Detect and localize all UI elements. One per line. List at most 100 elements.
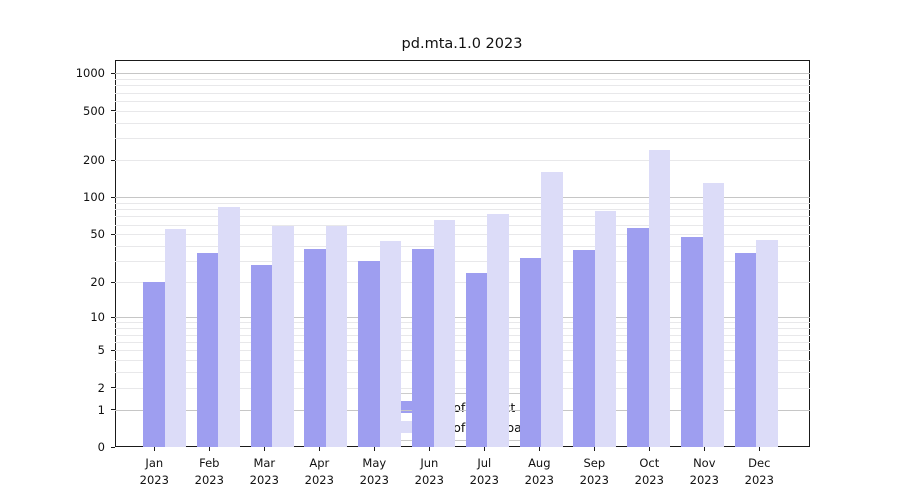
x-tick-label-aug: Aug 2023	[524, 456, 554, 488]
y-tick-label-50: 50	[90, 227, 105, 242]
x-tick-mar	[263, 447, 265, 451]
x-tick-label-mar: Mar 2023	[249, 456, 279, 488]
bar-jul-distinct-ips	[465, 272, 488, 447]
y-tick-label-10: 10	[90, 310, 105, 325]
bar-mar-downloads	[272, 226, 294, 447]
chart-title: pd.mta.1.0 2023	[401, 36, 523, 52]
bar-dec-distinct-ips	[734, 253, 757, 447]
y-tick-label-0: 0	[97, 440, 105, 454]
y-tick-label-200: 200	[83, 153, 105, 168]
x-tick-label-sep: Sep 2023	[579, 456, 609, 488]
bar-may-downloads	[379, 241, 402, 447]
bar-sep-distinct-ips	[573, 250, 595, 447]
gridline-minor-5	[115, 350, 810, 352]
y-tick-2	[110, 387, 115, 389]
x-tick-label-dec: Dec 2023	[744, 456, 774, 488]
gridline-minor-800	[115, 85, 810, 87]
x-tick-jun	[428, 447, 430, 451]
gridline-minor-4	[115, 359, 810, 361]
bar-dec-downloads	[756, 239, 778, 447]
x-tick-aug	[538, 447, 540, 451]
x-tick-label-apr: Apr 2023	[304, 456, 334, 488]
bar-jun-distinct-ips	[412, 248, 434, 447]
y-tick-label-1: 1	[97, 402, 105, 417]
x-tick-label-oct: Oct 2023	[634, 456, 664, 488]
gridline-minor-7	[115, 334, 810, 336]
bar-may-distinct-ips	[358, 261, 380, 447]
gridline-minor-2	[115, 387, 810, 389]
bar-jun-downloads	[433, 220, 455, 447]
gridline-minor-8	[115, 328, 810, 330]
bar-jan-distinct-ips	[143, 282, 165, 447]
y-tick-1000	[110, 72, 115, 74]
gridline-minor-70	[115, 216, 810, 218]
gridline-minor-200	[115, 160, 810, 162]
x-tick-sep	[593, 447, 595, 451]
y-tick-label-1000: 1000	[75, 66, 105, 81]
gridline-minor-300	[115, 138, 810, 140]
bar-aug-distinct-ips	[519, 257, 542, 447]
gridline-minor-700	[115, 92, 810, 94]
x-tick-nov	[703, 447, 705, 451]
gridline-minor-50	[115, 234, 810, 236]
bar-sep-downloads	[594, 211, 617, 447]
gridline-minor-30	[115, 261, 810, 263]
x-tick-apr	[318, 447, 320, 451]
y-tick-200	[110, 159, 115, 161]
y-tick-5	[110, 349, 115, 351]
bar-feb-downloads	[218, 207, 240, 447]
bar-jan-downloads	[164, 229, 186, 447]
y-tick-100	[110, 196, 115, 198]
x-tick-label-feb: Feb 2023	[194, 456, 224, 488]
x-tick-jul	[483, 447, 485, 451]
x-tick-feb	[208, 447, 210, 451]
gridline-minor-6	[115, 341, 810, 343]
x-tick-label-jun: Jun 2023	[414, 456, 444, 488]
gridline-major-1	[115, 409, 810, 411]
gridline-minor-60	[115, 224, 810, 226]
plot-area	[115, 59, 810, 447]
gridline-minor-80	[115, 209, 810, 211]
y-tick-label-20: 20	[90, 275, 105, 290]
x-tick-jan	[153, 447, 155, 451]
gridline-minor-500	[115, 110, 810, 112]
bar-aug-downloads	[541, 172, 563, 447]
x-tick-dec	[758, 447, 760, 451]
y-tick-label-500: 500	[83, 103, 105, 118]
y-tick-10	[110, 316, 115, 318]
bar-feb-distinct-ips	[196, 253, 219, 447]
y-tick-500	[110, 110, 115, 112]
bar-jul-downloads	[487, 214, 509, 447]
gridlines	[115, 60, 810, 448]
gridline-major-10	[115, 317, 810, 319]
bar-apr-downloads	[325, 225, 348, 447]
y-tick-1	[110, 409, 115, 411]
x-tick-may	[373, 447, 375, 451]
gridline-minor-20	[115, 282, 810, 284]
y-tick-20	[110, 281, 115, 283]
y-tick-50	[110, 233, 115, 235]
x-tick-label-nov: Nov 2023	[689, 456, 719, 488]
gridline-minor-90	[115, 203, 810, 204]
bar-nov-downloads	[702, 183, 724, 447]
x-tick-oct	[648, 447, 650, 451]
gridline-minor-400	[115, 122, 810, 124]
y-tick-label-5: 5	[97, 343, 105, 358]
y-tick-label-2: 2	[97, 380, 105, 395]
bar-oct-downloads	[648, 150, 671, 447]
bar-apr-distinct-ips	[304, 248, 326, 447]
x-tick-label-jul: Jul 2023	[469, 456, 499, 488]
gridline-major-100	[115, 197, 810, 199]
bar-mar-distinct-ips	[250, 264, 273, 447]
gridline-minor-9	[115, 322, 810, 324]
bar-nov-distinct-ips	[681, 236, 703, 447]
gridline-minor-3	[115, 372, 810, 373]
gridline-minor-600	[115, 100, 810, 102]
y-tick-0	[110, 446, 115, 448]
gridline-major-1000	[115, 73, 810, 75]
y-tick-label-100: 100	[83, 190, 105, 205]
x-tick-label-may: May 2023	[359, 456, 389, 488]
x-tick-label-jan: Jan 2023	[139, 456, 169, 488]
